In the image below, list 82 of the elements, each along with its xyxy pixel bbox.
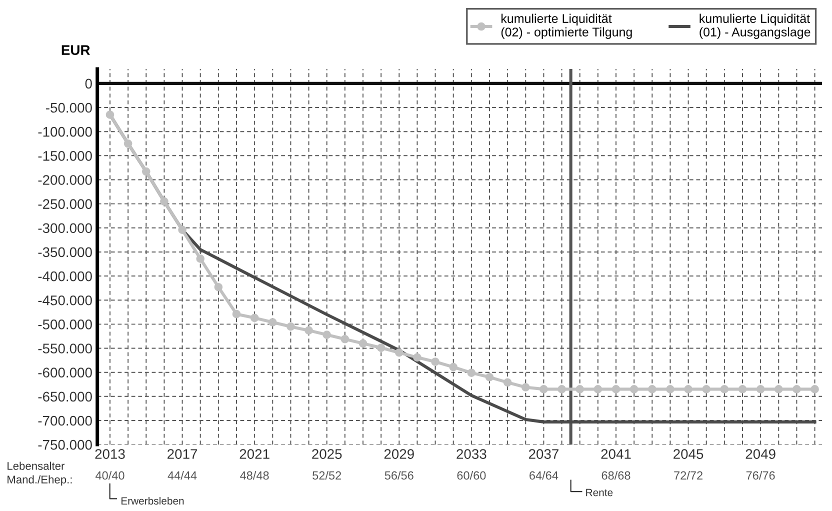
x-tick-label: 2021 (240, 449, 270, 459)
y-axis-title: EUR (62, 45, 90, 55)
point (774, 385, 783, 394)
point (431, 358, 440, 366)
point (558, 385, 566, 394)
legend-label: kumulierte Liquidität (01) - Ausgangslage (700, 14, 810, 39)
y-tick-label: -250.000 (38, 199, 92, 209)
text: 68/68 (602, 470, 630, 480)
y-tick-label: -700.000 (38, 416, 92, 426)
text: 64/64 (530, 470, 558, 480)
legend-label: kumulierte Liquidität (02) - optimierte Tilgung (501, 14, 632, 39)
text: Rente (586, 488, 613, 496)
point (178, 226, 186, 234)
y-tick-label: -750.000 (38, 440, 92, 450)
text: 40/40 (95, 470, 124, 480)
point (268, 318, 277, 326)
point (576, 385, 584, 394)
point (196, 254, 205, 263)
point (738, 385, 747, 394)
x-tick-label: 2041 (601, 449, 631, 459)
x-tick-label: 2017 (168, 449, 198, 459)
point (756, 385, 765, 394)
point (702, 385, 711, 394)
point (467, 368, 476, 377)
point (214, 282, 223, 292)
point (810, 385, 819, 394)
y-tick-label: -500.000 (38, 320, 92, 330)
x-tick-label: 2045 (674, 449, 704, 459)
y-tick-label: 0 (85, 78, 92, 89)
point (106, 110, 114, 119)
x-tick-label: 2037 (528, 449, 558, 459)
point (503, 378, 512, 387)
y-tick-label: -400.000 (38, 271, 92, 282)
x-tick-label: 2013 (95, 449, 125, 459)
x-tick-label: 2049 (746, 449, 776, 459)
text: 56/56 (384, 470, 414, 480)
y-tick-label: -650.000 (38, 392, 92, 402)
y-tick-label: -200.000 (38, 175, 92, 185)
point (648, 385, 656, 394)
point (485, 372, 494, 382)
point (322, 330, 332, 339)
text: Lebensalter Mand./Ehep.: (8, 462, 72, 486)
point (232, 310, 241, 318)
point (792, 385, 801, 394)
y-tick-label: -350.000 (38, 247, 92, 258)
text: 48/48 (240, 470, 269, 480)
y-tick-label: -300.000 (38, 223, 92, 234)
point (142, 167, 150, 176)
point (286, 322, 295, 331)
y-tick-label: -450.000 (38, 295, 92, 306)
y-tick-label: -550.000 (38, 344, 92, 354)
x-tick-label: 2033 (456, 449, 486, 459)
y-tick-label: -50.000 (46, 102, 92, 113)
point (666, 385, 674, 394)
text: 52/52 (312, 470, 342, 480)
point (684, 385, 692, 394)
point (720, 385, 729, 394)
point (358, 339, 368, 348)
point (124, 139, 132, 148)
point (340, 334, 350, 344)
x-tick-label: 2025 (312, 449, 342, 459)
point (521, 383, 530, 392)
point (540, 385, 548, 394)
y-tick-label: -150.000 (38, 150, 92, 161)
point (612, 385, 620, 394)
text: 76/76 (746, 470, 775, 480)
x-tick-label: 2029 (384, 449, 414, 459)
point (160, 197, 168, 206)
text: 72/72 (674, 470, 702, 480)
point (594, 385, 602, 394)
point (394, 348, 404, 357)
point (304, 326, 313, 335)
text: 44/44 (168, 470, 197, 480)
point (449, 362, 458, 372)
y-tick-label: -600.000 (38, 368, 92, 378)
point (376, 344, 386, 352)
point (413, 353, 422, 362)
y-tick-label: -100.000 (38, 126, 92, 137)
text: 60/60 (457, 470, 486, 480)
point (250, 314, 259, 322)
point (630, 385, 638, 394)
text: Erwerbsleben (121, 496, 184, 505)
